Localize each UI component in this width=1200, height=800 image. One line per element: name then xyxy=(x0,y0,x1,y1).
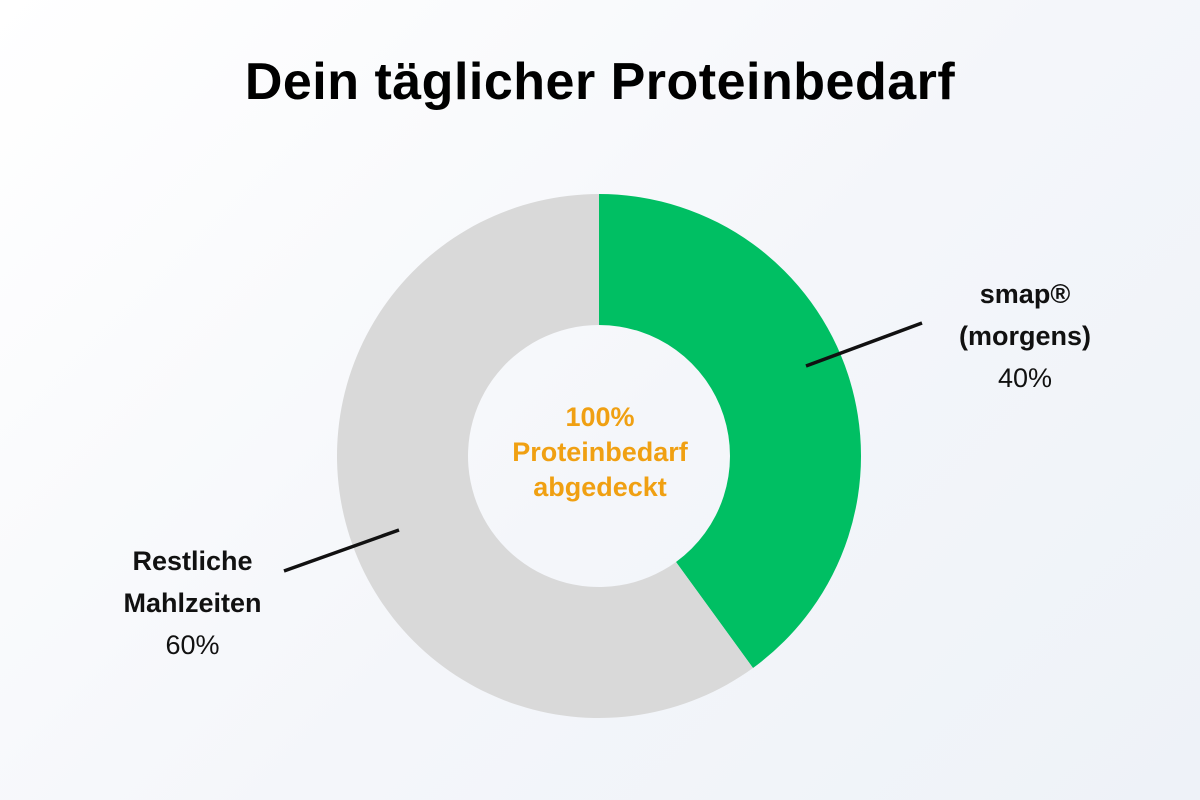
slice-value-smap: 40% xyxy=(997,363,1053,393)
slice-name-rest-line-2: Mahlzeiten xyxy=(123,588,262,618)
slice-value-restliche-mahlzeiten: 60% xyxy=(165,630,220,660)
slice-label-restliche-mahlzeiten: Restliche Mahlzeiten 60% xyxy=(90,540,295,666)
leader-line-restliche-mahlzeiten xyxy=(283,528,400,573)
center-label-line-2: Proteinbedarf xyxy=(512,437,688,467)
slice-label-smap: smap® (morgens) 40% xyxy=(925,273,1125,399)
leader-line-smap xyxy=(805,321,923,368)
donut-slice-restliche-mahlzeiten xyxy=(336,194,753,719)
slice-name-smap-line-2: (morgens) xyxy=(958,321,1091,351)
center-label: 100% Proteinbedarf abgedeckt xyxy=(465,400,735,505)
donut-slice-smap xyxy=(599,194,861,668)
center-label-line-3: abgedeckt xyxy=(533,472,667,502)
donut-slices xyxy=(336,194,861,719)
slice-name-rest-line-1: Restliche xyxy=(132,546,253,576)
chart-title: Dein täglicher Proteinbedarf xyxy=(244,53,956,111)
center-label-line-1: 100% xyxy=(565,402,635,432)
slice-name-smap-line-1: smap® xyxy=(979,279,1071,309)
